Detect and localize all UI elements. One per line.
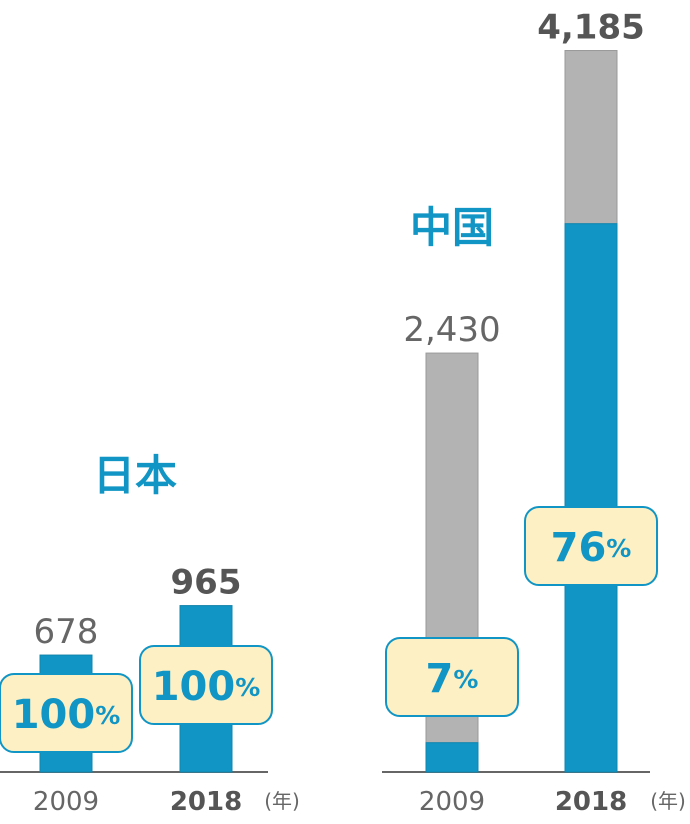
japan-title: 日本 bbox=[93, 451, 177, 500]
china-share-badge-2018 bbox=[524, 506, 658, 586]
china-title: 中国 bbox=[410, 203, 494, 252]
japan-value-label-2009: 678 bbox=[34, 612, 99, 652]
japan-share-label-2009: 100% bbox=[12, 692, 121, 738]
japan-unit-label: (年) bbox=[264, 789, 300, 813]
china-category-label-2009: 2009 bbox=[419, 787, 485, 817]
japan-chart: 日本 678 2009 100% 965 2018 100% (年) bbox=[0, 451, 300, 817]
china-share-label-2018: 76% bbox=[551, 525, 632, 571]
japan-share-badge-2009 bbox=[0, 673, 133, 753]
japan-category-label-2009: 2009 bbox=[33, 787, 99, 817]
china-chart: 中国 2,430 2009 7% 4,185 2018 76% (年) bbox=[382, 8, 686, 817]
japan-value-label-2018: 965 bbox=[171, 563, 242, 603]
japan-share-label-2018: 100% bbox=[152, 664, 261, 710]
china-share-badge-2009 bbox=[385, 637, 519, 717]
china-value-label-2018: 4,185 bbox=[537, 8, 645, 48]
china-category-label-2018: 2018 bbox=[555, 787, 627, 817]
china-unit-label: (年) bbox=[650, 789, 686, 813]
china-value-label-2009: 2,430 bbox=[403, 310, 500, 350]
china-bar-share-2018 bbox=[564, 223, 618, 773]
china-bar-share-2009 bbox=[425, 742, 479, 773]
china-share-label-2009: 7% bbox=[426, 656, 479, 702]
japan-category-label-2018: 2018 bbox=[170, 787, 242, 817]
japan-share-badge-2018 bbox=[139, 645, 273, 725]
